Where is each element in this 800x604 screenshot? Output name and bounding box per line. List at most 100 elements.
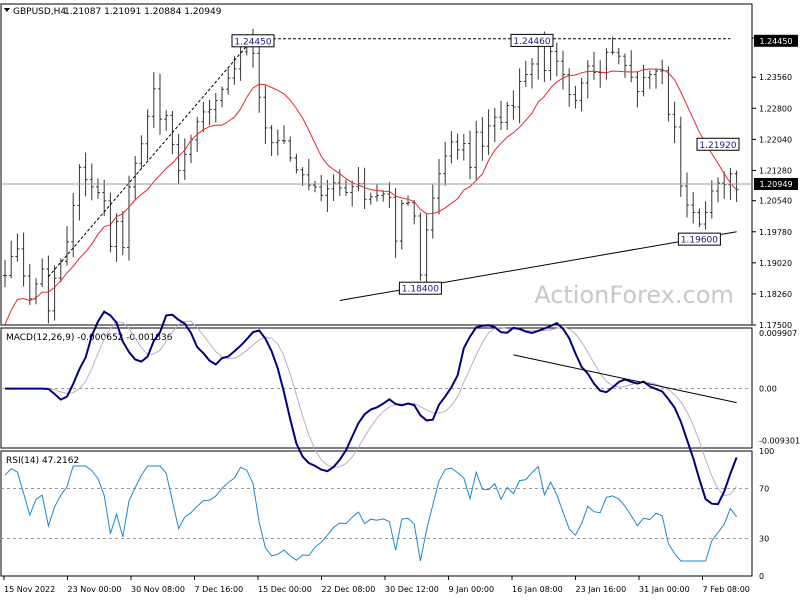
- candle: [480, 117, 485, 161]
- macd-signal-line: [5, 320, 738, 497]
- price-axis-label: 1.17500: [759, 321, 792, 330]
- time-axis-label: 22 Dec 08:00: [322, 585, 376, 594]
- candle: [592, 51, 596, 80]
- price-panel-frame: [0, 3, 753, 326]
- current-price-marker: [754, 177, 798, 190]
- candle: [430, 184, 435, 239]
- candle: [579, 77, 584, 112]
- candle: [499, 100, 503, 131]
- candle: [127, 175, 131, 261]
- candle: [9, 240, 14, 279]
- time-axis-label: 15 Nov 2022: [4, 585, 55, 594]
- candle: [46, 255, 51, 324]
- candle: [71, 193, 76, 258]
- candle: [226, 67, 231, 95]
- price-annotation: 1.19600: [677, 232, 721, 246]
- rsi-axis-label: 30: [759, 535, 769, 544]
- price-annotation-label: 1.18400: [402, 285, 439, 295]
- candle: [133, 156, 138, 200]
- price-axis-label: 1.19780: [759, 228, 792, 237]
- candle: [325, 179, 330, 212]
- candle: [610, 36, 615, 55]
- macd-layer: [1, 310, 752, 506]
- dropdown-triangle-icon[interactable]: [4, 8, 10, 12]
- candle: [368, 192, 373, 205]
- candle: [511, 90, 516, 120]
- candle: [65, 226, 69, 266]
- price-annotation: 1.24460: [510, 33, 554, 47]
- macd-line: [5, 310, 738, 506]
- candle: [381, 190, 386, 202]
- candle: [263, 85, 268, 145]
- candle: [536, 41, 541, 80]
- macd-axis-label: -0.009301: [759, 437, 800, 446]
- candle: [716, 177, 720, 203]
- price-annotation: 1.21920: [696, 137, 740, 151]
- rsi-layer: [1, 465, 752, 562]
- candle: [623, 53, 627, 78]
- candle: [418, 212, 423, 281]
- price-layer: 1.24450 1.24460 1.18400 1.21920 1.19600: [1, 28, 752, 325]
- candle: [313, 180, 317, 193]
- candle: [306, 158, 311, 191]
- axis-layer: 1.245201.235601.228001.220401.212801.205…: [3, 34, 800, 594]
- candle: [83, 152, 88, 197]
- price-annotation-label: 1.21920: [699, 141, 736, 151]
- price-axis-label: 1.22800: [759, 104, 792, 113]
- macd-panel-frame: [0, 327, 753, 449]
- price-annotation-label: 1.19600: [681, 236, 718, 246]
- candle: [375, 184, 379, 202]
- candle: [455, 133, 460, 160]
- price-annotation-box: [231, 34, 275, 48]
- candle: [647, 70, 652, 89]
- candle: [387, 182, 392, 208]
- candle: [709, 180, 714, 219]
- candle: [21, 232, 26, 287]
- candle: [120, 210, 125, 256]
- candle: [666, 66, 671, 122]
- candle: [660, 59, 665, 85]
- time-axis-label: 30 Dec 12:00: [385, 585, 439, 594]
- candle: [114, 213, 119, 262]
- candle: [722, 171, 727, 199]
- candle: [300, 167, 305, 186]
- candle: [468, 130, 472, 180]
- candle: [554, 42, 559, 77]
- chart-header: GBPUSD,H4 1.21087 1.21091 1.20884 1.2094…: [4, 7, 222, 17]
- candle: [282, 125, 286, 144]
- candle: [678, 116, 683, 197]
- candle: [567, 68, 572, 107]
- candle: [151, 72, 156, 128]
- candle: [257, 37, 262, 113]
- candle: [331, 174, 336, 201]
- price-annotation-box: [677, 232, 721, 246]
- candle: [356, 167, 361, 192]
- candle: [399, 199, 404, 250]
- time-axis-label: 15 Dec 00:00: [258, 585, 312, 594]
- current-price-marker-label: 1.20949: [759, 180, 792, 189]
- price-axis-label: 1.21280: [759, 166, 792, 175]
- time-axis-label: 9 Jan 00:00: [449, 585, 495, 594]
- price-axis-label: 1.19020: [759, 259, 792, 268]
- candle: [561, 50, 565, 90]
- rsi-panel-frame: [0, 450, 753, 577]
- time-axis-label: 23 Nov 00:00: [68, 585, 122, 594]
- instrument-label: GBPUSD,H4: [13, 7, 66, 17]
- candle: [406, 195, 410, 206]
- candle: [40, 258, 45, 288]
- candle: [393, 188, 398, 258]
- price-annotation-box: [510, 33, 554, 47]
- candle: [3, 260, 7, 288]
- candle: [139, 135, 144, 169]
- ohlc-label: 1.21087 1.21091 1.20884 1.20949: [64, 7, 222, 17]
- candle: [585, 60, 590, 99]
- candle: [437, 158, 441, 215]
- price-annotation: 1.18400: [398, 281, 442, 295]
- candle: [734, 170, 739, 202]
- macd-axis-label: 0.009907: [759, 329, 797, 338]
- candle: [691, 192, 696, 224]
- price-axis-label: 1.18260: [759, 290, 792, 299]
- candle: [108, 192, 113, 253]
